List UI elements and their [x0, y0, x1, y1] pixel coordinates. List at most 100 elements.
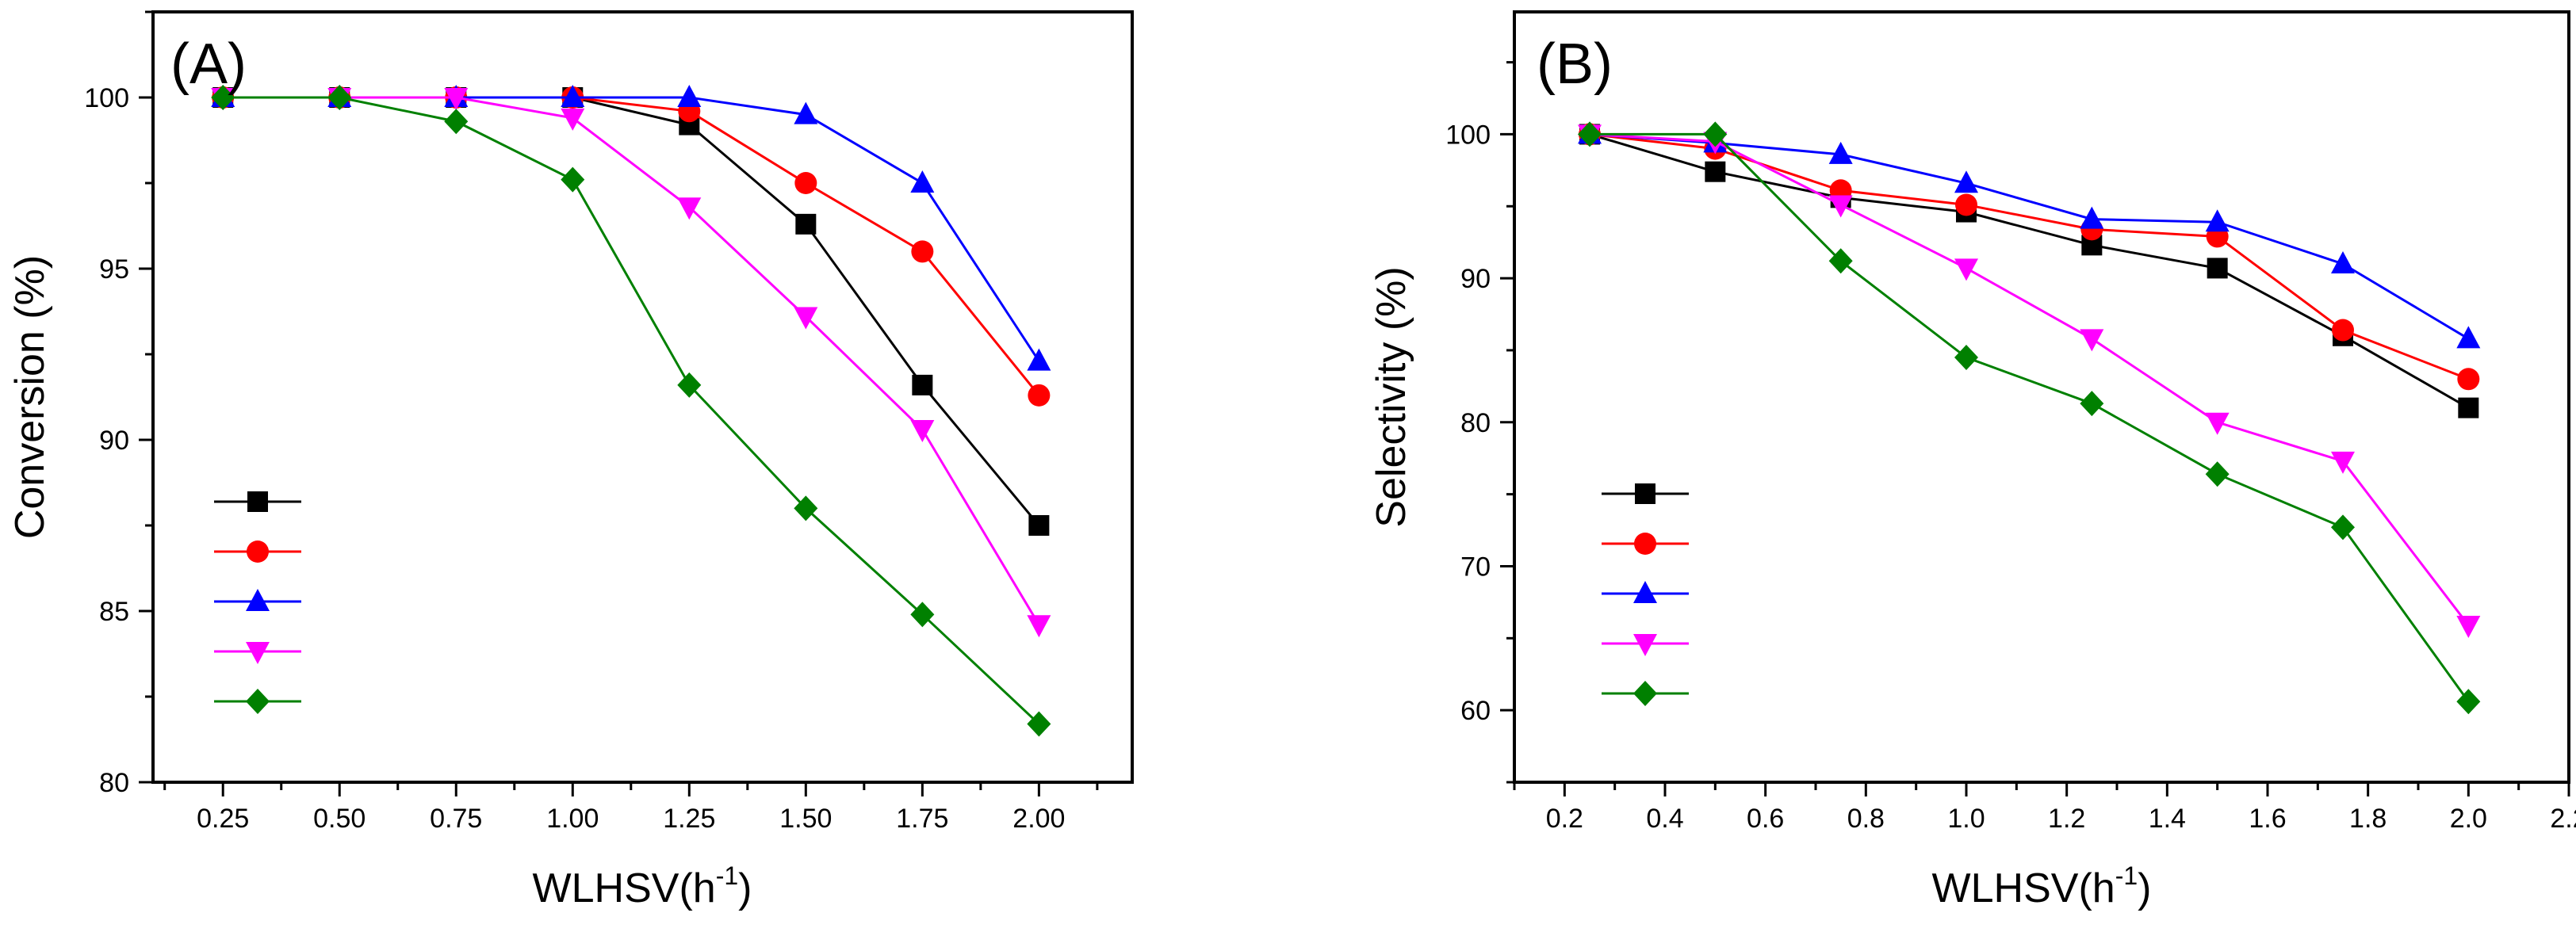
data-series — [211, 85, 1051, 737]
data-point — [1578, 121, 1602, 147]
data-point — [327, 85, 352, 110]
data-point — [1705, 161, 1726, 182]
x-tick-label: 2.0 — [2450, 804, 2487, 834]
data-point — [677, 372, 702, 398]
data-point — [2331, 451, 2355, 474]
data-point — [1027, 711, 1051, 737]
data-point — [1828, 141, 1853, 164]
data-point — [794, 495, 818, 521]
data-point — [444, 109, 469, 135]
x-axis-title-close: ) — [2138, 865, 2151, 911]
data-point — [2456, 615, 2481, 638]
x-axis-title-sup: -1 — [716, 861, 738, 890]
y-tick-label: 90 — [99, 426, 129, 456]
y-tick-label: 70 — [1460, 552, 1491, 582]
legend — [214, 491, 301, 714]
legend-marker — [246, 689, 270, 714]
x-tick-label: 1.4 — [2149, 804, 2186, 834]
y-tick-label: 100 — [84, 83, 129, 113]
data-point — [911, 240, 934, 263]
data-point — [2456, 689, 2481, 715]
data-point — [910, 170, 935, 193]
x-tick-label: 1.0 — [1947, 804, 1985, 834]
panel-label: (A) — [170, 32, 247, 96]
legend-entry — [214, 642, 301, 664]
data-point — [912, 374, 933, 395]
legend-entry — [214, 589, 301, 611]
plot-frame — [1513, 10, 2570, 784]
data-point — [1955, 193, 1977, 216]
axis-ticks: 0.2 0.4 0.6 0.8 1.0 1.2 1.4 1.6 1.8 2.0 2.2 60 70 80 9… — [1445, 61, 2576, 834]
chart-panel-b: 0.2 0.4 0.6 0.8 1.0 1.2 1.4 1.6 1.8 2.0 2.2 60 70 80 9… — [1368, 10, 2576, 911]
x-tick-label: 0.2 — [1546, 804, 1583, 834]
axis-ticks: 0.25 0.50 0.75 1.00 1.25 1.50 1.75 2.00 80 85 90 95… — [84, 10, 1099, 834]
x-axis-title: WLHSV(h-1) — [1932, 861, 2152, 911]
series-line — [1589, 132, 2470, 409]
legend-entry — [1602, 533, 1689, 555]
x-tick-label: 0.50 — [313, 804, 366, 834]
data-point — [794, 172, 817, 194]
data-point — [2332, 319, 2354, 342]
legend — [1602, 483, 1689, 706]
data-point — [1027, 348, 1051, 371]
x-tick-label: 0.75 — [430, 804, 482, 834]
legend-marker — [247, 540, 269, 563]
legend-entry — [214, 491, 301, 512]
data-point — [444, 88, 469, 110]
series-line — [1589, 132, 2470, 340]
x-axis-title-main: WLHSV(h — [1932, 865, 2115, 911]
x-tick-label: 0.4 — [1646, 804, 1683, 834]
legend-entry — [214, 689, 301, 714]
series-line — [1589, 132, 2470, 626]
x-axis-title-main: WLHSV(h — [533, 865, 716, 911]
x-tick-label: 2.2 — [2550, 804, 2576, 834]
series-diamond — [211, 85, 1051, 737]
series-diamond — [1578, 121, 2481, 715]
series-line — [223, 96, 1040, 362]
y-tick-label: 90 — [1460, 264, 1491, 294]
data-point — [910, 602, 935, 628]
legend-marker — [247, 491, 268, 512]
data-point — [1954, 170, 1978, 193]
data-point — [795, 213, 817, 235]
plot-frame — [151, 10, 1134, 784]
series-square — [212, 87, 1050, 536]
data-point — [561, 85, 585, 107]
legend-marker — [246, 642, 270, 664]
series-triangle-down — [211, 88, 1051, 638]
data-point — [2080, 206, 2104, 229]
data-point — [677, 85, 702, 107]
series-line — [223, 96, 1040, 626]
data-point — [1028, 515, 1050, 536]
data-point — [1703, 121, 1728, 147]
y-tick-label: 95 — [99, 254, 129, 285]
x-tick-label: 0.25 — [197, 804, 249, 834]
series-circle — [212, 86, 1051, 407]
x-tick-label: 1.25 — [663, 804, 715, 834]
panel-label: (B) — [1537, 32, 1613, 96]
data-point — [677, 197, 702, 220]
data-point — [794, 101, 818, 124]
data-point — [2207, 258, 2228, 279]
y-tick-label: 60 — [1460, 696, 1491, 726]
y-tick-label: 80 — [99, 768, 129, 798]
x-axis-title-close: ) — [738, 865, 752, 911]
y-tick-label: 85 — [99, 597, 129, 627]
legend-entry — [1602, 681, 1689, 706]
y-axis-title: Conversion (%) — [7, 255, 53, 539]
chart-panel-a: 0.25 0.50 0.75 1.00 1.25 1.50 1.75 2.00 80 85 90 95… — [7, 10, 1134, 911]
x-axis-title: WLHSV(h-1) — [533, 861, 752, 911]
x-tick-label: 1.50 — [779, 804, 832, 834]
x-tick-label: 1.6 — [2249, 804, 2286, 834]
legend-marker — [1634, 533, 1656, 555]
data-point — [561, 166, 585, 193]
legend-marker — [1635, 483, 1655, 504]
y-tick-label: 100 — [1445, 120, 1491, 150]
legend-entry — [1602, 581, 1689, 603]
x-tick-label: 2.00 — [1012, 804, 1065, 834]
legend-marker — [1633, 581, 1657, 603]
data-point — [910, 420, 935, 443]
y-tick-label: 80 — [1460, 408, 1491, 438]
data-point — [211, 85, 235, 110]
series-line — [1590, 132, 2470, 703]
